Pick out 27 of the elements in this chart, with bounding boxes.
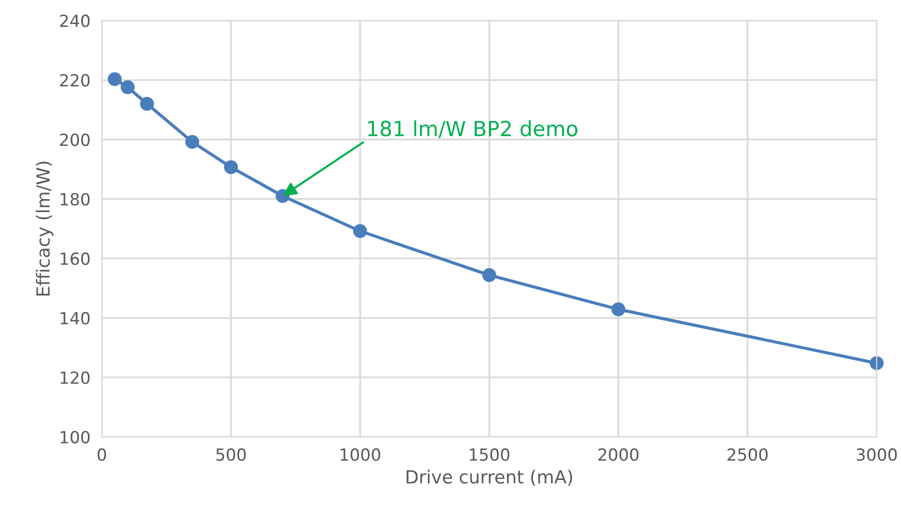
x-tick-label: 2500 <box>728 448 768 461</box>
y-axis-title: Efficacy (lm/W) <box>36 162 54 296</box>
point <box>870 356 884 370</box>
y-tick-label: 100 <box>60 430 90 444</box>
x-tick-label: 0 <box>98 448 106 461</box>
y-tick-label: 160 <box>60 252 90 266</box>
point <box>140 96 154 111</box>
y-tick-label: 240 <box>60 14 90 28</box>
x-tick-label: 2000 <box>598 448 638 461</box>
point <box>482 268 496 282</box>
point <box>224 160 238 174</box>
y-tick-label: 140 <box>60 312 90 325</box>
x-tick-label: 1500 <box>470 448 510 461</box>
point <box>185 134 200 149</box>
x-tick-label: 500 <box>216 448 246 461</box>
x-tick-label: 3000 <box>856 448 897 461</box>
annotation: 181 lm/W BP2 demo <box>368 120 578 138</box>
point <box>108 72 122 86</box>
x-tick-label: 1000 <box>340 448 380 461</box>
point <box>120 80 135 94</box>
y-tick-label: 120 <box>60 371 90 384</box>
point <box>353 224 368 238</box>
y-tick-label: 220 <box>60 74 90 87</box>
x-axis-title: Drive current (mA) <box>406 470 572 486</box>
y-tick-label: 200 <box>60 133 90 146</box>
point <box>611 302 626 316</box>
y-tick-label: 180 <box>60 192 90 206</box>
